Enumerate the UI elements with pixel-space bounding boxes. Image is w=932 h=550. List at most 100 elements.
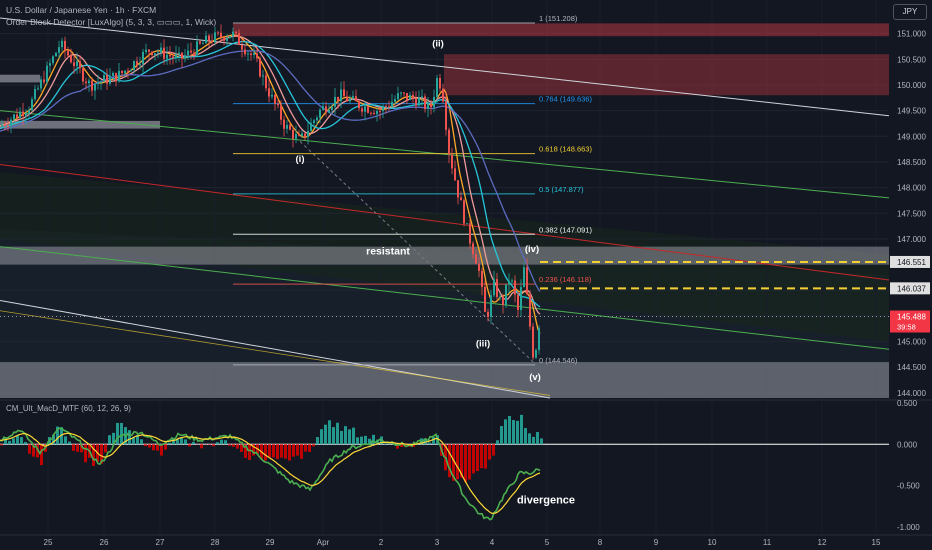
macd-histogram-bar — [280, 444, 283, 458]
macd-histogram-bar — [272, 444, 275, 458]
candle-body — [169, 54, 171, 57]
candle-body — [475, 254, 477, 264]
macd-histogram-bar — [308, 444, 311, 452]
candle-body — [535, 349, 537, 358]
candle-body — [37, 88, 39, 90]
candle-body — [268, 88, 270, 97]
candle-body — [58, 47, 60, 53]
candle-body — [256, 53, 258, 59]
lower-channel-line — [0, 300, 551, 399]
macd-histogram-bar — [40, 444, 43, 466]
candle-body — [442, 88, 444, 102]
candle-body — [211, 40, 213, 42]
candle-body — [298, 134, 300, 136]
candle-body — [307, 131, 309, 138]
price-axis-tick: 149.000 — [897, 132, 926, 141]
macd-histogram-bar — [200, 444, 203, 449]
price-axis-tick: 148.000 — [897, 184, 926, 193]
macd-histogram-bar — [224, 440, 227, 445]
macd-axis-tick: 0.500 — [897, 399, 918, 408]
candle-body — [13, 114, 15, 120]
candle-body — [244, 49, 246, 55]
macd-histogram-bar — [368, 438, 371, 445]
candle-body — [136, 61, 138, 66]
candle-body — [55, 52, 57, 57]
candle-body — [493, 279, 495, 296]
currency-selector[interactable]: JPY — [893, 4, 927, 20]
price-axis — [889, 0, 932, 550]
macd-histogram-bar — [176, 438, 179, 445]
macd-histogram-bar — [268, 444, 271, 458]
candle-body — [148, 49, 150, 52]
candle-body — [34, 89, 36, 100]
macd-histogram-bar — [504, 419, 507, 445]
macd-histogram-bar — [116, 422, 119, 445]
macd-histogram-bar — [288, 444, 291, 461]
candle-body — [73, 62, 75, 67]
candle-body — [208, 35, 210, 41]
macd-histogram-bar — [384, 443, 387, 445]
candle-body — [193, 52, 195, 56]
price-axis-tick: 147.000 — [897, 235, 926, 244]
candle-body — [223, 37, 225, 41]
candle-body — [250, 53, 252, 55]
macd-histogram-bar — [468, 444, 471, 480]
candle-body — [454, 168, 456, 181]
macd-histogram-bar — [464, 444, 467, 483]
candle-body — [499, 296, 501, 298]
candle-body — [418, 97, 420, 106]
candle-body — [124, 70, 126, 74]
candle-body — [520, 287, 522, 310]
macd-histogram-bar — [400, 444, 403, 447]
macd-histogram-bar — [92, 444, 95, 466]
candle-body — [487, 311, 489, 317]
candle-body — [349, 98, 351, 102]
macd-histogram-bar — [132, 437, 135, 445]
macd-histogram-bar — [84, 444, 87, 463]
macd-histogram-bar — [16, 435, 19, 445]
candle-body — [436, 78, 438, 97]
time-axis-tick: Apr — [317, 538, 330, 547]
candle-body — [31, 99, 33, 111]
macd-histogram-bar — [328, 420, 331, 445]
candle-body — [97, 82, 99, 85]
elliott-wave-label: (v) — [529, 372, 541, 383]
fib-level-label: 0.236 (146.118) — [539, 275, 592, 284]
candle-body — [445, 101, 447, 130]
time-axis-tick: 15 — [872, 538, 881, 547]
candle-body — [166, 54, 168, 59]
time-axis-tick: 25 — [44, 538, 53, 547]
macd-histogram-bar — [20, 437, 23, 445]
candle-body — [232, 31, 234, 37]
macd-histogram-bar — [532, 436, 535, 445]
candle-body — [70, 55, 72, 63]
candle-body — [292, 129, 294, 139]
candle-body — [400, 92, 402, 94]
candle-body — [262, 75, 264, 77]
candle-body — [46, 65, 48, 83]
candle-body — [313, 120, 315, 124]
macd-histogram-bar — [0, 444, 3, 446]
candle-body — [100, 81, 102, 83]
macd-histogram-bar — [332, 427, 335, 445]
candle-body — [103, 75, 105, 82]
yellow-trendline — [0, 310, 551, 396]
moving-average-line — [0, 34, 541, 334]
macd-histogram-bar — [496, 440, 499, 445]
macd-histogram-bar — [24, 442, 27, 445]
candle-body — [205, 35, 207, 44]
macd-histogram-bar — [364, 435, 367, 445]
macd-axis-tick: -0.500 — [897, 482, 920, 491]
candle-body — [22, 111, 24, 117]
candle-body — [421, 96, 423, 98]
candle-body — [358, 101, 360, 109]
indicator-pane-title: CM_Ult_MacD_MTF (60, 12, 26, 9) — [6, 404, 131, 413]
macd-histogram-bar — [244, 444, 247, 458]
candle-body — [451, 154, 453, 169]
price-axis-tick: 144.000 — [897, 389, 926, 398]
candle-body — [4, 124, 6, 126]
candle-body — [382, 106, 384, 112]
macd-histogram-bar — [216, 442, 219, 445]
macd-histogram-bar — [476, 444, 479, 472]
